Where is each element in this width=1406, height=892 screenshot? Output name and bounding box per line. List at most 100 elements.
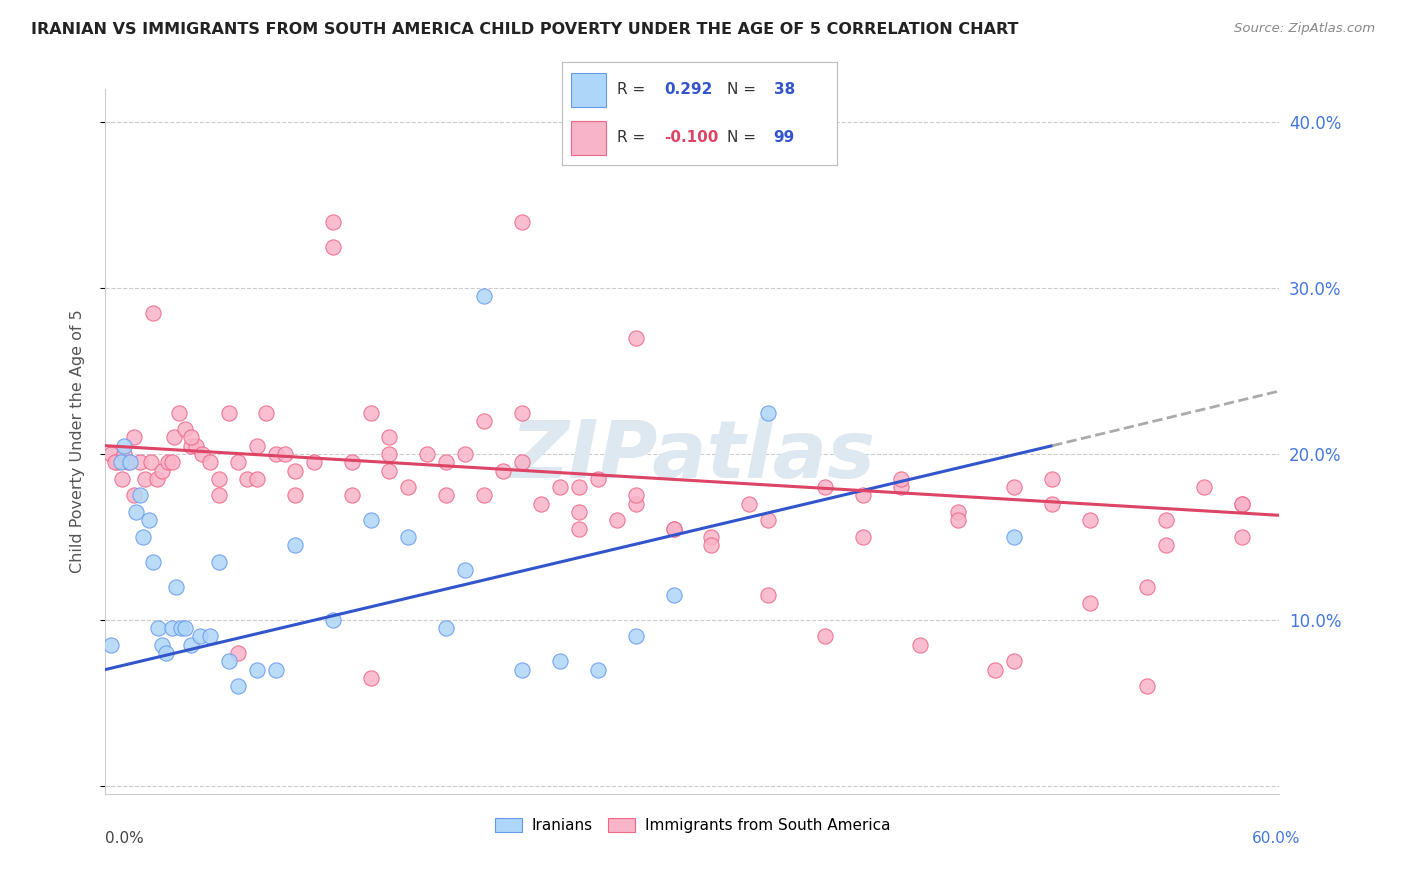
Text: R =: R = — [617, 130, 645, 145]
Point — [100, 447, 122, 461]
Point — [568, 480, 591, 494]
Point — [180, 638, 202, 652]
Point — [700, 538, 723, 552]
Point — [492, 464, 515, 478]
Point — [105, 455, 128, 469]
Point — [284, 464, 307, 478]
Point — [191, 447, 214, 461]
Point — [1230, 530, 1253, 544]
Text: 99: 99 — [773, 130, 794, 145]
Point — [472, 414, 495, 428]
Point — [1192, 480, 1215, 494]
Point — [156, 455, 179, 469]
Point — [1136, 580, 1159, 594]
Point — [1136, 679, 1159, 693]
Point — [548, 480, 571, 494]
Point — [150, 638, 173, 652]
Point — [226, 455, 249, 469]
Point — [568, 505, 591, 519]
Point — [322, 240, 344, 254]
Y-axis label: Child Poverty Under the Age of 5: Child Poverty Under the Age of 5 — [70, 310, 84, 574]
Point — [284, 488, 307, 502]
Point — [198, 629, 221, 643]
Point — [1154, 538, 1177, 552]
Point — [1040, 472, 1063, 486]
Text: 60.0%: 60.0% — [1253, 831, 1301, 846]
Point — [908, 638, 931, 652]
Point — [117, 455, 139, 469]
Point — [890, 472, 912, 486]
Point — [246, 439, 269, 453]
Point — [322, 215, 344, 229]
Point — [226, 646, 249, 660]
Point — [125, 505, 148, 519]
Legend: Iranians, Immigrants from South America: Iranians, Immigrants from South America — [489, 812, 896, 839]
Text: R =: R = — [617, 82, 645, 97]
Point — [568, 522, 591, 536]
Text: ZIPatlas: ZIPatlas — [510, 417, 875, 495]
Point — [236, 472, 259, 486]
Point — [700, 530, 723, 544]
Point — [662, 522, 685, 536]
Point — [142, 306, 165, 320]
Point — [246, 663, 269, 677]
Point — [139, 455, 162, 469]
Point — [174, 422, 197, 436]
Point — [624, 629, 647, 643]
Point — [134, 472, 156, 486]
Point — [180, 430, 202, 444]
Point — [169, 405, 191, 419]
Text: IRANIAN VS IMMIGRANTS FROM SOUTH AMERICA CHILD POVERTY UNDER THE AGE OF 5 CORREL: IRANIAN VS IMMIGRANTS FROM SOUTH AMERICA… — [31, 22, 1018, 37]
Point — [416, 447, 439, 461]
Text: 38: 38 — [773, 82, 794, 97]
Point — [1002, 480, 1025, 494]
Point — [226, 679, 249, 693]
Text: N =: N = — [727, 130, 756, 145]
Point — [160, 621, 183, 635]
Point — [852, 488, 875, 502]
Point — [360, 405, 382, 419]
Point — [254, 405, 277, 419]
Point — [378, 447, 401, 461]
Point — [756, 405, 779, 419]
Point — [378, 430, 401, 444]
Bar — [571, 73, 606, 106]
Point — [510, 663, 533, 677]
Point — [208, 488, 231, 502]
Point — [1230, 497, 1253, 511]
Point — [890, 480, 912, 494]
Point — [946, 505, 969, 519]
Point — [264, 663, 287, 677]
Point — [142, 555, 165, 569]
Point — [122, 430, 145, 444]
Point — [510, 405, 533, 419]
Point — [472, 289, 495, 303]
Point — [274, 447, 297, 461]
Point — [340, 488, 363, 502]
Point — [155, 646, 177, 660]
Point — [360, 513, 382, 527]
Point — [322, 613, 344, 627]
Point — [586, 663, 609, 677]
Point — [128, 455, 150, 469]
Point — [112, 439, 135, 453]
Point — [396, 480, 419, 494]
Text: -0.100: -0.100 — [664, 130, 718, 145]
Point — [188, 629, 211, 643]
Point — [104, 455, 127, 469]
Point — [814, 480, 837, 494]
Point — [186, 439, 208, 453]
Point — [150, 464, 173, 478]
Point — [1078, 513, 1101, 527]
Text: N =: N = — [727, 82, 756, 97]
Point — [586, 472, 609, 486]
Point — [434, 455, 457, 469]
Point — [100, 638, 122, 652]
Point — [180, 439, 202, 453]
Point — [170, 621, 193, 635]
Point — [624, 488, 647, 502]
Point — [1078, 596, 1101, 610]
Point — [548, 654, 571, 668]
Point — [946, 513, 969, 527]
Point — [624, 497, 647, 511]
